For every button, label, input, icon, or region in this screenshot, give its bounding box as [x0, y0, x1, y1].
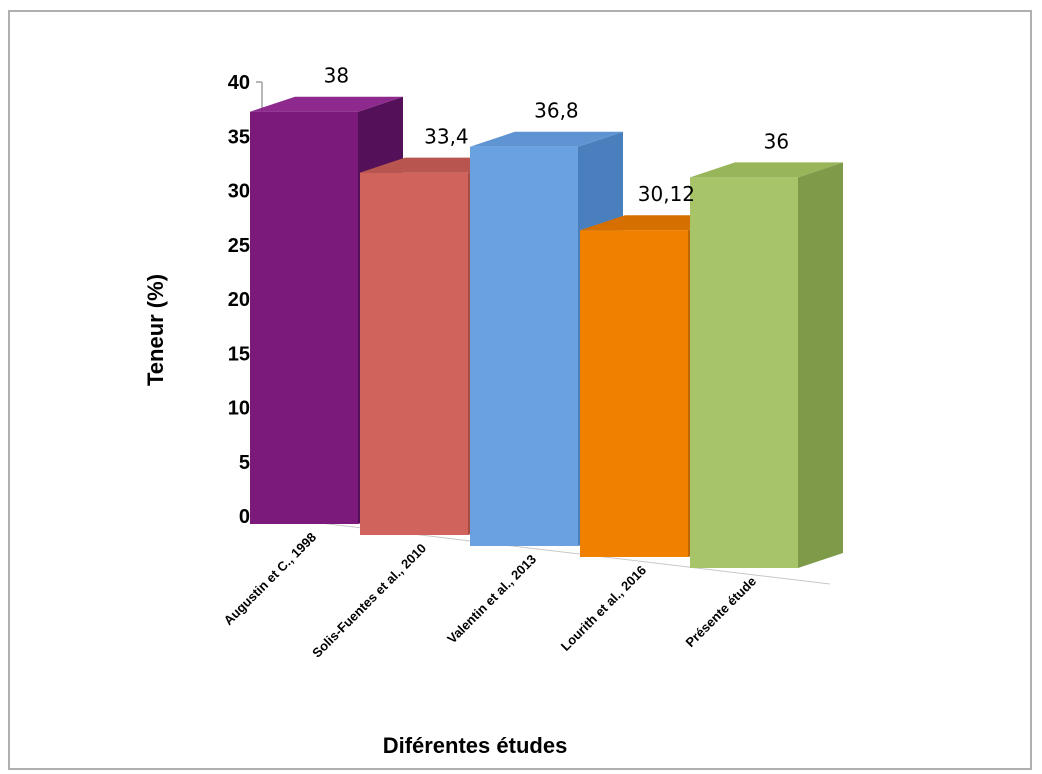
data-label: 38 [324, 64, 349, 88]
data-label: 36 [764, 129, 789, 153]
bar-top [690, 162, 843, 178]
bar-side [798, 162, 843, 568]
x-axis-title: Diférentes études [383, 733, 568, 758]
bar [690, 177, 798, 568]
y-tick-label: 40 [228, 72, 250, 94]
category-label: Présente étude [683, 574, 760, 651]
bar [250, 111, 358, 524]
y-tick-label: 25 [228, 235, 250, 257]
y-tick-label: 35 [228, 126, 250, 148]
bar [580, 230, 688, 557]
bar-top [470, 131, 623, 147]
x-axis-floor-line [261, 515, 831, 585]
category-label: Solis-Fuentes et al., 2010 [309, 541, 429, 661]
bars-layer [250, 96, 843, 568]
y-tick-label: 5 [239, 452, 250, 474]
data-label: 33,4 [424, 125, 469, 149]
y-axis-title: Teneur (%) [143, 274, 168, 386]
y-tick-label: 0 [239, 506, 250, 528]
y-tick-label: 15 [228, 343, 250, 365]
bar [470, 146, 578, 546]
category-label: Augustin et C., 1998 [221, 530, 319, 628]
data-label: 30,12 [638, 182, 695, 206]
y-tick-label: 30 [228, 181, 250, 203]
y-tick-label: 20 [228, 289, 250, 311]
bar [360, 172, 468, 536]
category-label: Lourith et al., 2016 [558, 563, 649, 654]
category-label: Valentin et al., 2013 [444, 552, 539, 647]
bar-top [250, 96, 403, 112]
y-tick-label: 10 [228, 398, 250, 420]
data-label: 36,8 [534, 99, 579, 123]
